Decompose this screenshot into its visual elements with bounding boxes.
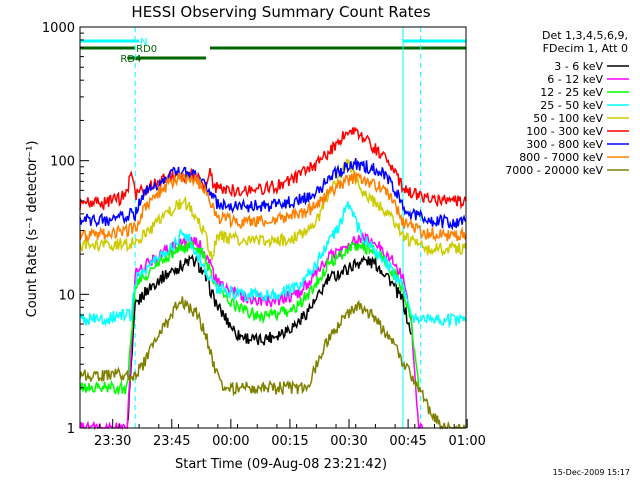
footer-date: 15-Dec-2009 15:17 — [553, 468, 630, 477]
y-axis-label: Count Rate (s⁻¹ detector⁻¹) — [25, 141, 40, 318]
x-axis-label: Start Time (09-Aug-08 23:21:42) — [175, 457, 387, 472]
legend-header-line-1: Det 1,3,4,5,6,9, — [542, 29, 628, 42]
flag-label-rd0: RD0 — [136, 44, 157, 55]
x-tick-label: 00:00 — [212, 434, 249, 449]
x-tick-label: 00:30 — [330, 434, 367, 449]
series-line-5 — [79, 158, 467, 261]
legend-label-3: 12 - 25 keV — [540, 86, 603, 99]
x-tick-label: 00:45 — [389, 434, 426, 449]
series-line-7 — [79, 157, 467, 231]
series-line-3 — [79, 240, 420, 395]
legend-label-1: 3 - 6 keV — [554, 60, 603, 73]
plot-frame — [79, 26, 467, 429]
x-tick-label: 23:30 — [94, 434, 131, 449]
series-line-8 — [79, 170, 467, 243]
chart-title: HESSI Observing Summary Count Rates — [131, 3, 430, 21]
x-tick-label: 23:45 — [153, 434, 190, 449]
series-line-9 — [79, 296, 467, 431]
legend-label-8: 800 - 7000 keV — [519, 151, 603, 164]
series-line-1 — [126, 253, 412, 425]
legend-label-2: 6 - 12 keV — [547, 73, 603, 86]
y-tick-label: 100 — [50, 155, 75, 170]
x-tick-label: 00:15 — [271, 434, 308, 449]
series-line-4 — [79, 201, 467, 329]
flag-label-rd4: RD4 — [120, 54, 141, 65]
series-line-2 — [79, 231, 424, 431]
x-tick-label: 01:00 — [448, 434, 485, 449]
legend-label-7: 300 - 800 keV — [526, 138, 603, 151]
legend-label-9: 7000 - 20000 keV — [505, 164, 603, 177]
series-lines — [79, 127, 467, 431]
legend-label-6: 100 - 300 keV — [526, 125, 603, 138]
legend-label-4: 25 - 50 keV — [540, 99, 603, 112]
legend-label-5: 50 - 100 keV — [533, 112, 603, 125]
legend: Det 1,3,4,5,6,9, FDecim 1, Att 0 3 - 6 k… — [505, 29, 629, 177]
x-axis-ticks: 23:30 23:45 00:00 00:15 00:30 00:45 01:00 — [94, 419, 486, 449]
y-tick-label: 1000 — [42, 21, 75, 36]
y-tick-label: 10 — [58, 288, 75, 303]
y-axis-ticks: 1 10 100 1000 — [42, 21, 89, 437]
flag-label-n: N — [140, 37, 147, 48]
y-tick-label: 1 — [67, 422, 75, 437]
legend-header-line-2: FDecim 1, Att 0 — [543, 42, 628, 55]
series-line-6 — [79, 127, 467, 211]
